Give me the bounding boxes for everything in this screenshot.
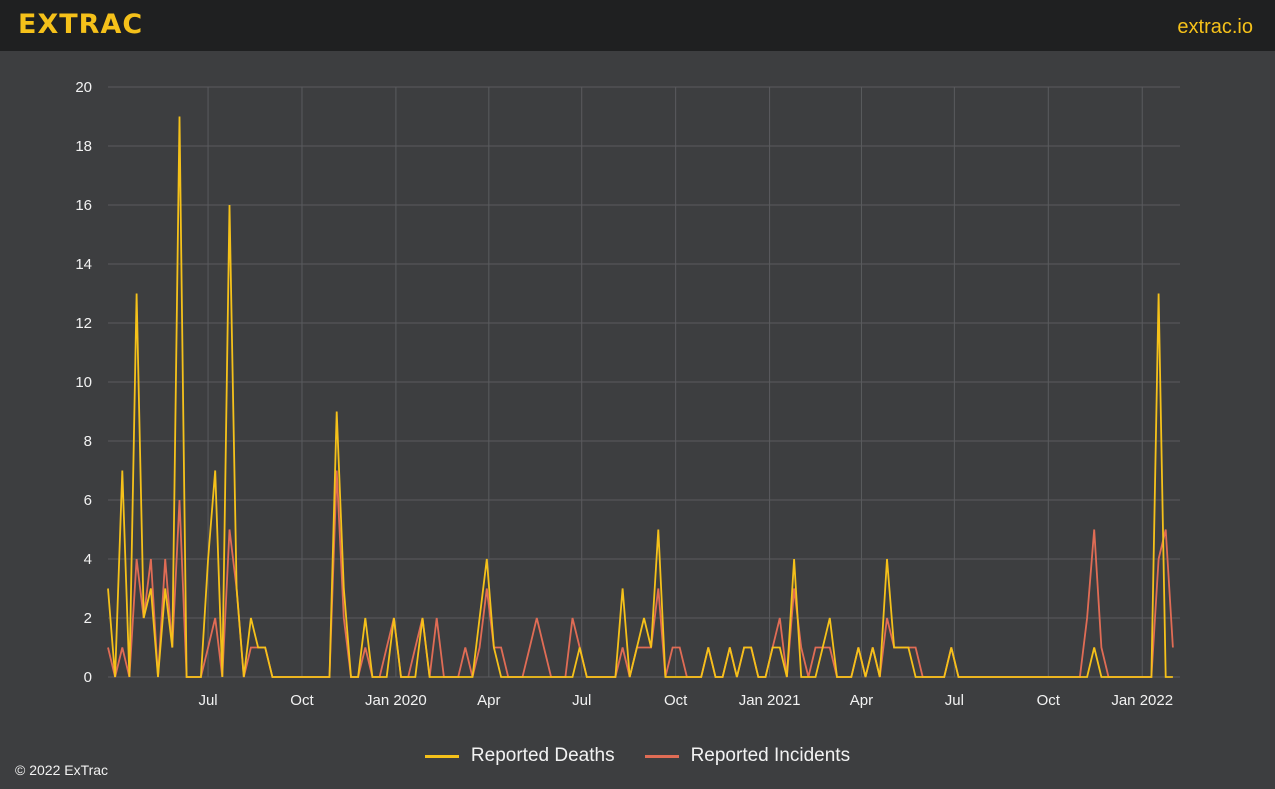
series-line-deaths (107, 116, 1173, 678)
legend-label-deaths: Reported Deaths (470, 745, 615, 766)
y-tick-label-14: 14 (75, 256, 92, 273)
y-tick-label-10: 10 (75, 374, 92, 391)
chart-canvas: 0 2 4 6 8 10 12 14 16 18 20 Jul Oct Jan 2020 Apr Jul Oct… (75, 79, 1180, 709)
x-tick-label-1: Oct (290, 692, 314, 709)
y-tick-label-6: 6 (84, 492, 92, 509)
legend-swatch-deaths (424, 754, 459, 758)
app-header: EXTRAC extrac.io (0, 0, 1275, 51)
site-link[interactable]: extrac.io (1177, 16, 1253, 38)
extrac-logo[interactable]: EXTRAC (18, 9, 144, 40)
legend-swatch-incidents (644, 754, 679, 758)
series-line-incidents (107, 470, 1174, 678)
y-tick-label-0: 0 (84, 669, 92, 686)
x-tick-label-9: Oct (1037, 692, 1061, 709)
x-tick-label-6: Jan 2021 (739, 692, 801, 709)
legend-item-incidents[interactable]: Reported Incidents (644, 745, 851, 767)
y-tick-label-20: 20 (75, 79, 92, 96)
copyright-notice: © 2022 ExTrac (15, 762, 109, 778)
x-tick-label-10: Jan 2022 (1111, 692, 1173, 709)
x-tick-label-7: Apr (850, 692, 873, 709)
x-tick-label-4: Jul (572, 692, 591, 709)
y-tick-label-4: 4 (84, 551, 92, 568)
y-tick-label-8: 8 (84, 433, 92, 450)
legend-item-deaths[interactable]: Reported Deaths (424, 745, 615, 767)
x-tick-label-2: Jan 2020 (365, 692, 427, 709)
y-tick-label-16: 16 (75, 197, 92, 214)
chart-legend: Reported Deaths Reported Incidents (0, 745, 1275, 767)
x-tick-label-8: Jul (945, 692, 964, 709)
x-tick-label-0: Jul (198, 692, 217, 709)
legend-label-incidents: Reported Incidents (690, 745, 851, 766)
x-tick-label-5: Oct (664, 692, 688, 709)
y-tick-label-2: 2 (84, 610, 92, 627)
x-tick-label-3: Apr (477, 692, 500, 709)
y-tick-label-12: 12 (75, 315, 92, 332)
y-tick-label-18: 18 (75, 138, 92, 155)
line-chart: 0 2 4 6 8 10 12 14 16 18 20 Jul Oct Jan 2020 Apr Jul Oct… (0, 51, 1275, 789)
